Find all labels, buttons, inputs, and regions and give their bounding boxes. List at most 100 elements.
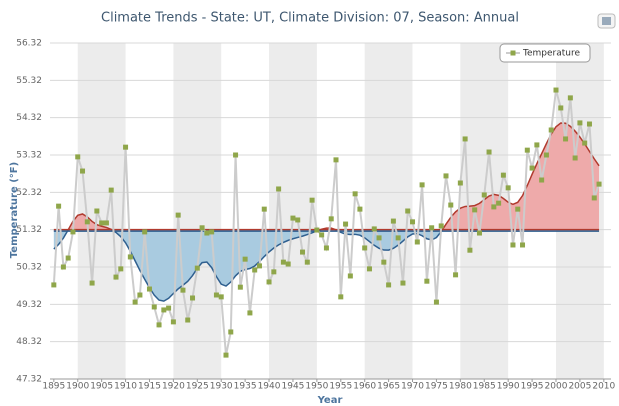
- plot-band: [173, 43, 222, 379]
- data-point: [405, 208, 411, 214]
- x-tick-label: 1935: [234, 382, 257, 392]
- x-tick-label: 1990: [497, 382, 520, 392]
- x-tick-label: 1945: [282, 382, 305, 392]
- data-point: [151, 304, 157, 310]
- data-point: [515, 206, 521, 212]
- data-point: [170, 319, 176, 325]
- y-tick-label: 50.32: [16, 263, 42, 273]
- plot-band: [364, 43, 413, 379]
- data-point: [175, 212, 181, 218]
- data-point: [563, 136, 569, 142]
- data-point: [347, 273, 353, 279]
- data-point: [433, 299, 439, 305]
- x-tick-label: 1955: [329, 382, 352, 392]
- data-point: [271, 269, 277, 275]
- data-point: [395, 235, 401, 241]
- data-point: [429, 225, 435, 231]
- data-point: [223, 352, 229, 358]
- smooth-line-below: [53, 229, 444, 302]
- data-point: [127, 254, 133, 260]
- data-point: [338, 294, 344, 300]
- plot-band: [269, 43, 317, 379]
- x-tick-label: 1965: [377, 382, 400, 392]
- data-point: [180, 287, 186, 293]
- data-point: [400, 280, 406, 286]
- data-point: [319, 232, 325, 238]
- data-point: [123, 144, 129, 150]
- data-point: [103, 220, 109, 226]
- plot-band: [77, 43, 126, 379]
- data-point: [185, 317, 191, 323]
- x-tick-label: 1975: [425, 382, 448, 392]
- x-tick-label: 1915: [138, 382, 161, 392]
- data-point: [328, 216, 334, 222]
- data-point: [75, 154, 81, 160]
- data-point: [256, 263, 262, 269]
- data-point: [520, 242, 526, 248]
- data-point: [204, 230, 210, 236]
- data-point: [247, 310, 253, 316]
- data-point: [529, 165, 535, 171]
- x-tick-label: 1960: [353, 382, 376, 392]
- data-point: [390, 218, 396, 224]
- data-point: [233, 152, 239, 158]
- data-point: [577, 120, 583, 126]
- data-point: [572, 155, 578, 161]
- data-point: [414, 239, 420, 245]
- print-button[interactable]: [597, 13, 616, 29]
- y-axis-title: Temperature (°F): [9, 162, 20, 258]
- data-point: [362, 245, 368, 251]
- data-point: [237, 284, 243, 290]
- data-point: [65, 255, 71, 261]
- data-point: [285, 261, 291, 267]
- data-point: [381, 259, 387, 265]
- below-area: [53, 229, 600, 302]
- data-point: [410, 219, 416, 225]
- data-point: [591, 195, 597, 201]
- data-point: [500, 172, 506, 178]
- data-point: [486, 149, 492, 155]
- data-point: [481, 192, 487, 198]
- data-point: [376, 235, 382, 241]
- x-tick-label: 1910: [114, 382, 137, 392]
- data-point: [543, 152, 549, 158]
- data-point: [300, 249, 306, 255]
- data-point: [261, 206, 267, 212]
- y-tick-label: 49.32: [16, 300, 42, 310]
- data-point: [156, 322, 162, 328]
- x-tick-label: 2000: [545, 382, 568, 392]
- data-point: [137, 292, 143, 298]
- data-point: [56, 203, 62, 209]
- data-point: [343, 221, 349, 227]
- data-point: [314, 227, 320, 233]
- data-point: [443, 173, 449, 179]
- x-tick-label: 1940: [258, 382, 281, 392]
- data-point: [276, 186, 282, 192]
- above-area: [68, 123, 600, 230]
- x-tick-label: 1980: [449, 382, 472, 392]
- data-point: [142, 229, 148, 235]
- data-point: [70, 229, 76, 235]
- data-point: [242, 256, 248, 262]
- data-point: [113, 274, 119, 280]
- y-tick-label: 48.32: [16, 337, 42, 347]
- data-point: [304, 259, 310, 265]
- x-tick-label: 1950: [305, 382, 328, 392]
- data-point: [419, 182, 425, 188]
- data-point: [146, 286, 152, 292]
- data-point: [161, 307, 167, 313]
- data-point: [448, 202, 454, 208]
- data-point: [99, 220, 105, 226]
- data-point: [118, 266, 124, 272]
- x-tick-label: 1920: [162, 382, 185, 392]
- data-point: [371, 226, 377, 232]
- data-point: [524, 147, 530, 153]
- y-tick-label: 47.32: [16, 375, 42, 385]
- data-point: [491, 204, 497, 210]
- data-point: [280, 259, 286, 265]
- data-point: [539, 177, 545, 183]
- data-point: [476, 230, 482, 236]
- y-tick-label: 52.32: [16, 188, 42, 198]
- x-tick-label: 1930: [210, 382, 233, 392]
